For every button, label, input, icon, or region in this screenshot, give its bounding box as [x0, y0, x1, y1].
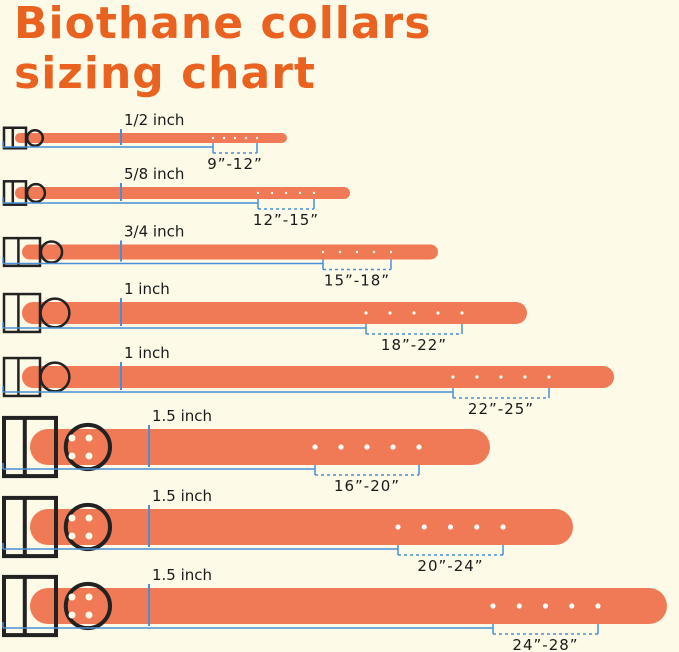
- buckle: [2, 495, 58, 559]
- d-ring: [25, 182, 47, 204]
- strap: [22, 244, 438, 260]
- hole: [523, 375, 527, 379]
- size-label: 9”-12”: [207, 155, 263, 173]
- rivet: [68, 514, 76, 522]
- hole: [244, 136, 248, 140]
- hole: [475, 375, 479, 379]
- hole: [222, 136, 226, 140]
- hole: [388, 311, 392, 315]
- size-label: 12”-15”: [253, 211, 319, 229]
- d-ring: [39, 240, 64, 264]
- hole: [490, 603, 496, 609]
- size-label: 24”-28”: [512, 636, 578, 652]
- hole: [312, 191, 316, 195]
- hole: [516, 603, 522, 609]
- hole: [270, 191, 274, 195]
- hole: [547, 375, 551, 379]
- strap: [22, 302, 527, 324]
- rivet: [85, 434, 93, 442]
- width-label: 5/8 inch: [124, 165, 184, 183]
- hole: [338, 444, 344, 450]
- hole: [499, 375, 503, 379]
- hole: [355, 250, 359, 254]
- hole: [338, 250, 342, 254]
- title-line: sizing chart: [14, 48, 316, 99]
- buckle: [2, 574, 58, 638]
- size-label: 20”-24”: [417, 557, 483, 575]
- strap: [30, 588, 667, 624]
- strap: [15, 187, 350, 199]
- hole: [390, 444, 396, 450]
- hole: [447, 524, 454, 530]
- hole: [321, 250, 325, 254]
- rivet: [85, 452, 93, 460]
- rivet: [68, 611, 76, 619]
- hole: [233, 136, 237, 140]
- rivet: [68, 532, 76, 540]
- width-label: 1.5 inch: [152, 407, 212, 425]
- width-label: 1.5 inch: [152, 566, 212, 584]
- hole: [460, 311, 464, 315]
- hole: [416, 444, 422, 450]
- width-label: 3/4 inch: [124, 223, 184, 241]
- hole: [298, 191, 302, 195]
- rivet: [68, 434, 76, 442]
- hole: [542, 603, 549, 609]
- width-label: 1 inch: [124, 344, 170, 362]
- rivet: [68, 593, 76, 601]
- hole: [500, 524, 506, 530]
- buckle: [2, 415, 58, 479]
- size-label: 18”-22”: [381, 336, 447, 354]
- hole: [284, 191, 288, 195]
- rivet: [85, 514, 93, 522]
- hole: [256, 191, 260, 195]
- hole: [474, 524, 480, 530]
- hole: [312, 444, 318, 450]
- strap: [30, 429, 490, 465]
- rivet: [85, 611, 93, 619]
- hole: [389, 250, 393, 254]
- size-label: 16”-20”: [334, 477, 400, 495]
- hole: [451, 375, 455, 379]
- hole: [364, 444, 370, 450]
- strap: [15, 133, 287, 143]
- size-label: 15”-18”: [324, 272, 390, 290]
- rivet: [85, 593, 93, 601]
- width-label: 1.5 inch: [152, 487, 212, 505]
- hole: [255, 136, 259, 140]
- hole: [395, 524, 401, 530]
- size-label: 22”-25”: [468, 400, 534, 418]
- strap: [22, 366, 614, 388]
- width-label: 1 inch: [124, 280, 170, 298]
- hole: [569, 603, 575, 609]
- hole: [412, 311, 416, 315]
- rivet: [68, 452, 76, 460]
- rivet: [85, 532, 93, 540]
- title-line: Biothane collars: [14, 0, 432, 49]
- hole: [211, 136, 215, 140]
- hole: [595, 603, 601, 609]
- hole: [436, 311, 440, 315]
- hole: [372, 250, 376, 254]
- hole: [364, 311, 368, 315]
- d-ring: [25, 128, 45, 148]
- width-label: 1/2 inch: [124, 111, 184, 129]
- strap: [30, 509, 573, 545]
- hole: [421, 524, 427, 530]
